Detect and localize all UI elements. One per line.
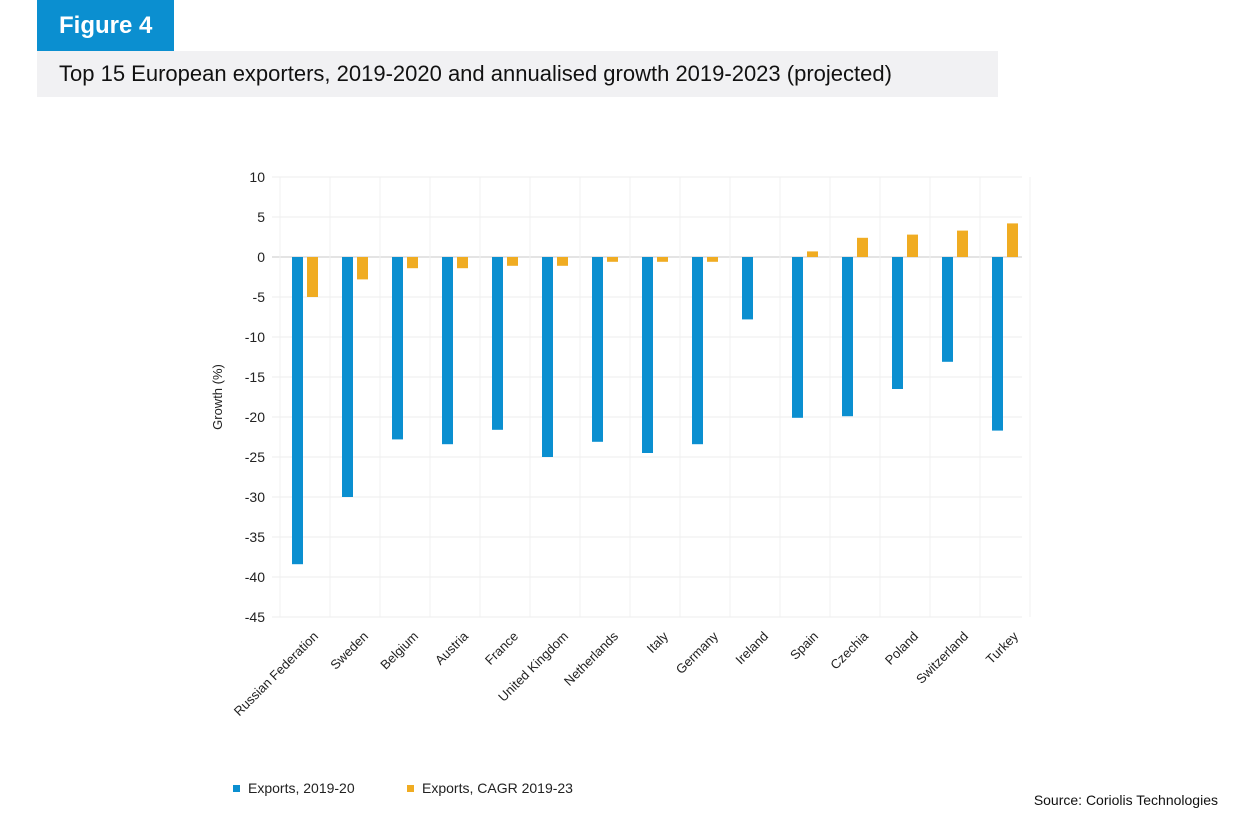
chart-title-bar: Top 15 European exporters, 2019-2020 and… [37,51,998,97]
bar-exports-2019-20 [292,257,303,565]
x-tick-label: Ireland [732,629,771,668]
legend-label: Exports, CAGR 2019-23 [422,780,573,796]
y-tick-label: -40 [245,569,265,585]
bar-exports-cagr [657,257,668,262]
bar-exports-2019-20 [842,257,853,417]
x-tick-label: Switzerland [913,629,971,687]
y-tick-label: -35 [245,529,265,545]
y-tick-label: -20 [245,409,265,425]
x-tick-label: Austria [432,628,472,668]
bar-exports-2019-20 [892,257,903,389]
bar-exports-2019-20 [442,257,453,445]
x-tick-label: Netherlands [561,628,622,689]
y-tick-label: -10 [245,329,265,345]
bar-exports-2019-20 [342,257,353,497]
legend-label: Exports, 2019-20 [248,780,355,796]
figure-label: Figure 4 [37,0,174,51]
bar-exports-cagr [957,230,968,257]
bar-exports-2019-20 [792,257,803,418]
legend-swatch-blue [233,784,240,792]
y-tick-label: 10 [249,169,265,185]
bar-exports-2019-20 [492,257,503,430]
bar-exports-2019-20 [742,257,753,320]
bar-exports-cagr [907,234,918,257]
bar-exports-cagr [457,257,468,269]
bar-exports-2019-20 [392,257,403,440]
bar-exports-2019-20 [592,257,603,442]
x-tick-label: Poland [882,629,921,668]
x-tick-label: Czechia [827,628,871,672]
legend-item-exports-cagr: Exports, CAGR 2019-23 [407,780,573,796]
x-tick-label: Spain [787,629,821,663]
x-tick-label: Germany [673,628,722,677]
bar-exports-cagr [1007,223,1018,257]
y-tick-label: -25 [245,449,265,465]
y-tick-label: 0 [257,249,265,265]
y-tick-label: -30 [245,489,265,505]
legend-item-exports-2019-20: Exports, 2019-20 [233,780,355,796]
source-note: Source: Coriolis Technologies [1033,792,1218,808]
bar-exports-cagr [707,257,718,262]
chart-title: Top 15 European exporters, 2019-2020 and… [59,61,892,86]
y-tick-label: 5 [257,209,265,225]
bar-exports-cagr [557,257,568,266]
bar-exports-cagr [307,257,318,297]
bar-exports-2019-20 [642,257,653,453]
bar-exports-cagr [807,251,818,257]
x-tick-label: Belgium [377,629,421,673]
y-tick-label: -45 [245,609,265,625]
x-tick-label: France [482,629,521,668]
x-tick-label: Russian Federation [231,629,321,719]
x-tick-label: Sweden [327,629,371,673]
x-tick-label: Turkey [983,628,1022,667]
bar-exports-2019-20 [942,257,953,362]
x-tick-label: Italy [644,628,672,656]
bar-exports-cagr [507,257,518,266]
bar-exports-2019-20 [542,257,553,457]
bar-exports-2019-20 [692,257,703,445]
bar-exports-cagr [607,257,618,262]
legend-swatch-orange [407,784,414,792]
y-axis-title: Growth (%) [210,364,225,430]
y-tick-label: -15 [245,369,265,385]
bar-exports-2019-20 [992,257,1003,431]
bar-exports-cagr [357,257,368,280]
bar-exports-cagr [857,237,868,257]
y-tick-label: -5 [253,289,266,305]
bar-exports-cagr [407,257,418,269]
